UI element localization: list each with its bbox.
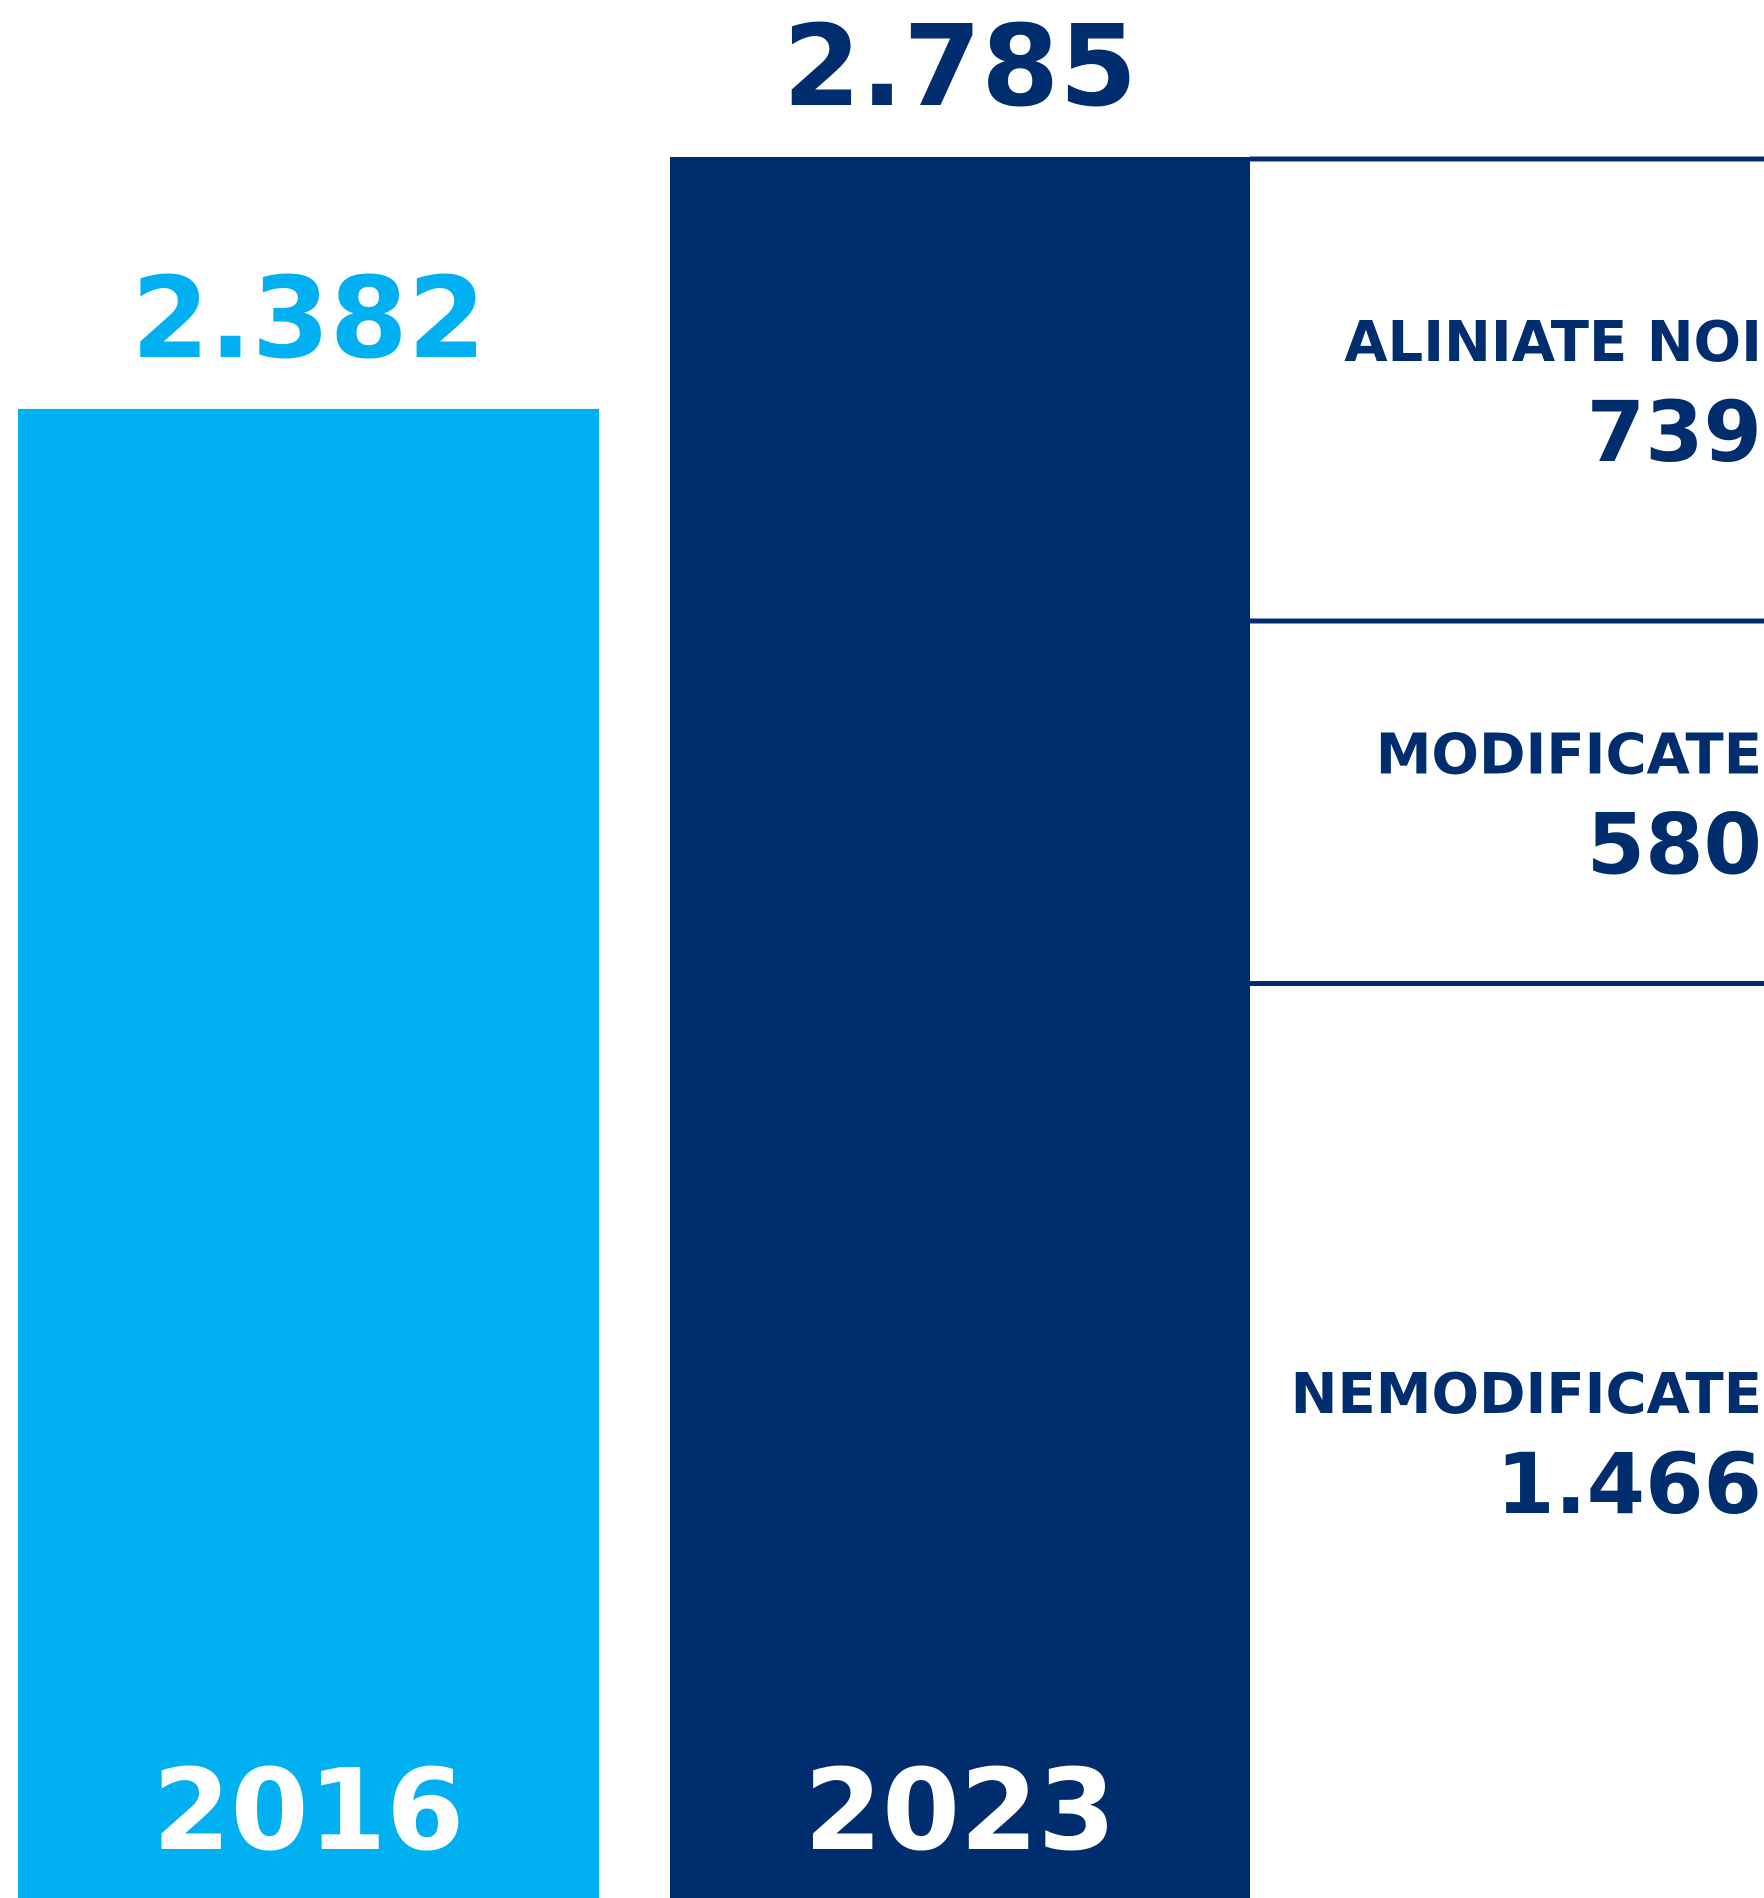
segment-value: 1.466 [1496, 1435, 1762, 1533]
value-label: 2.382 [131, 254, 485, 384]
category-label: 2016 [153, 1746, 465, 1876]
category-label: 2023 [804, 1746, 1116, 1876]
segment-value: 739 [1587, 383, 1762, 481]
segment-value: 580 [1587, 795, 1762, 893]
segment-name: NEMODIFICATE [1291, 1362, 1762, 1427]
value-label: 2.785 [783, 2, 1137, 132]
bar [18, 408, 599, 1898]
bar [670, 157, 1250, 1898]
segment-name: MODIFICATE [1376, 722, 1762, 787]
segment-name: ALINIATE NOI [1344, 310, 1762, 375]
